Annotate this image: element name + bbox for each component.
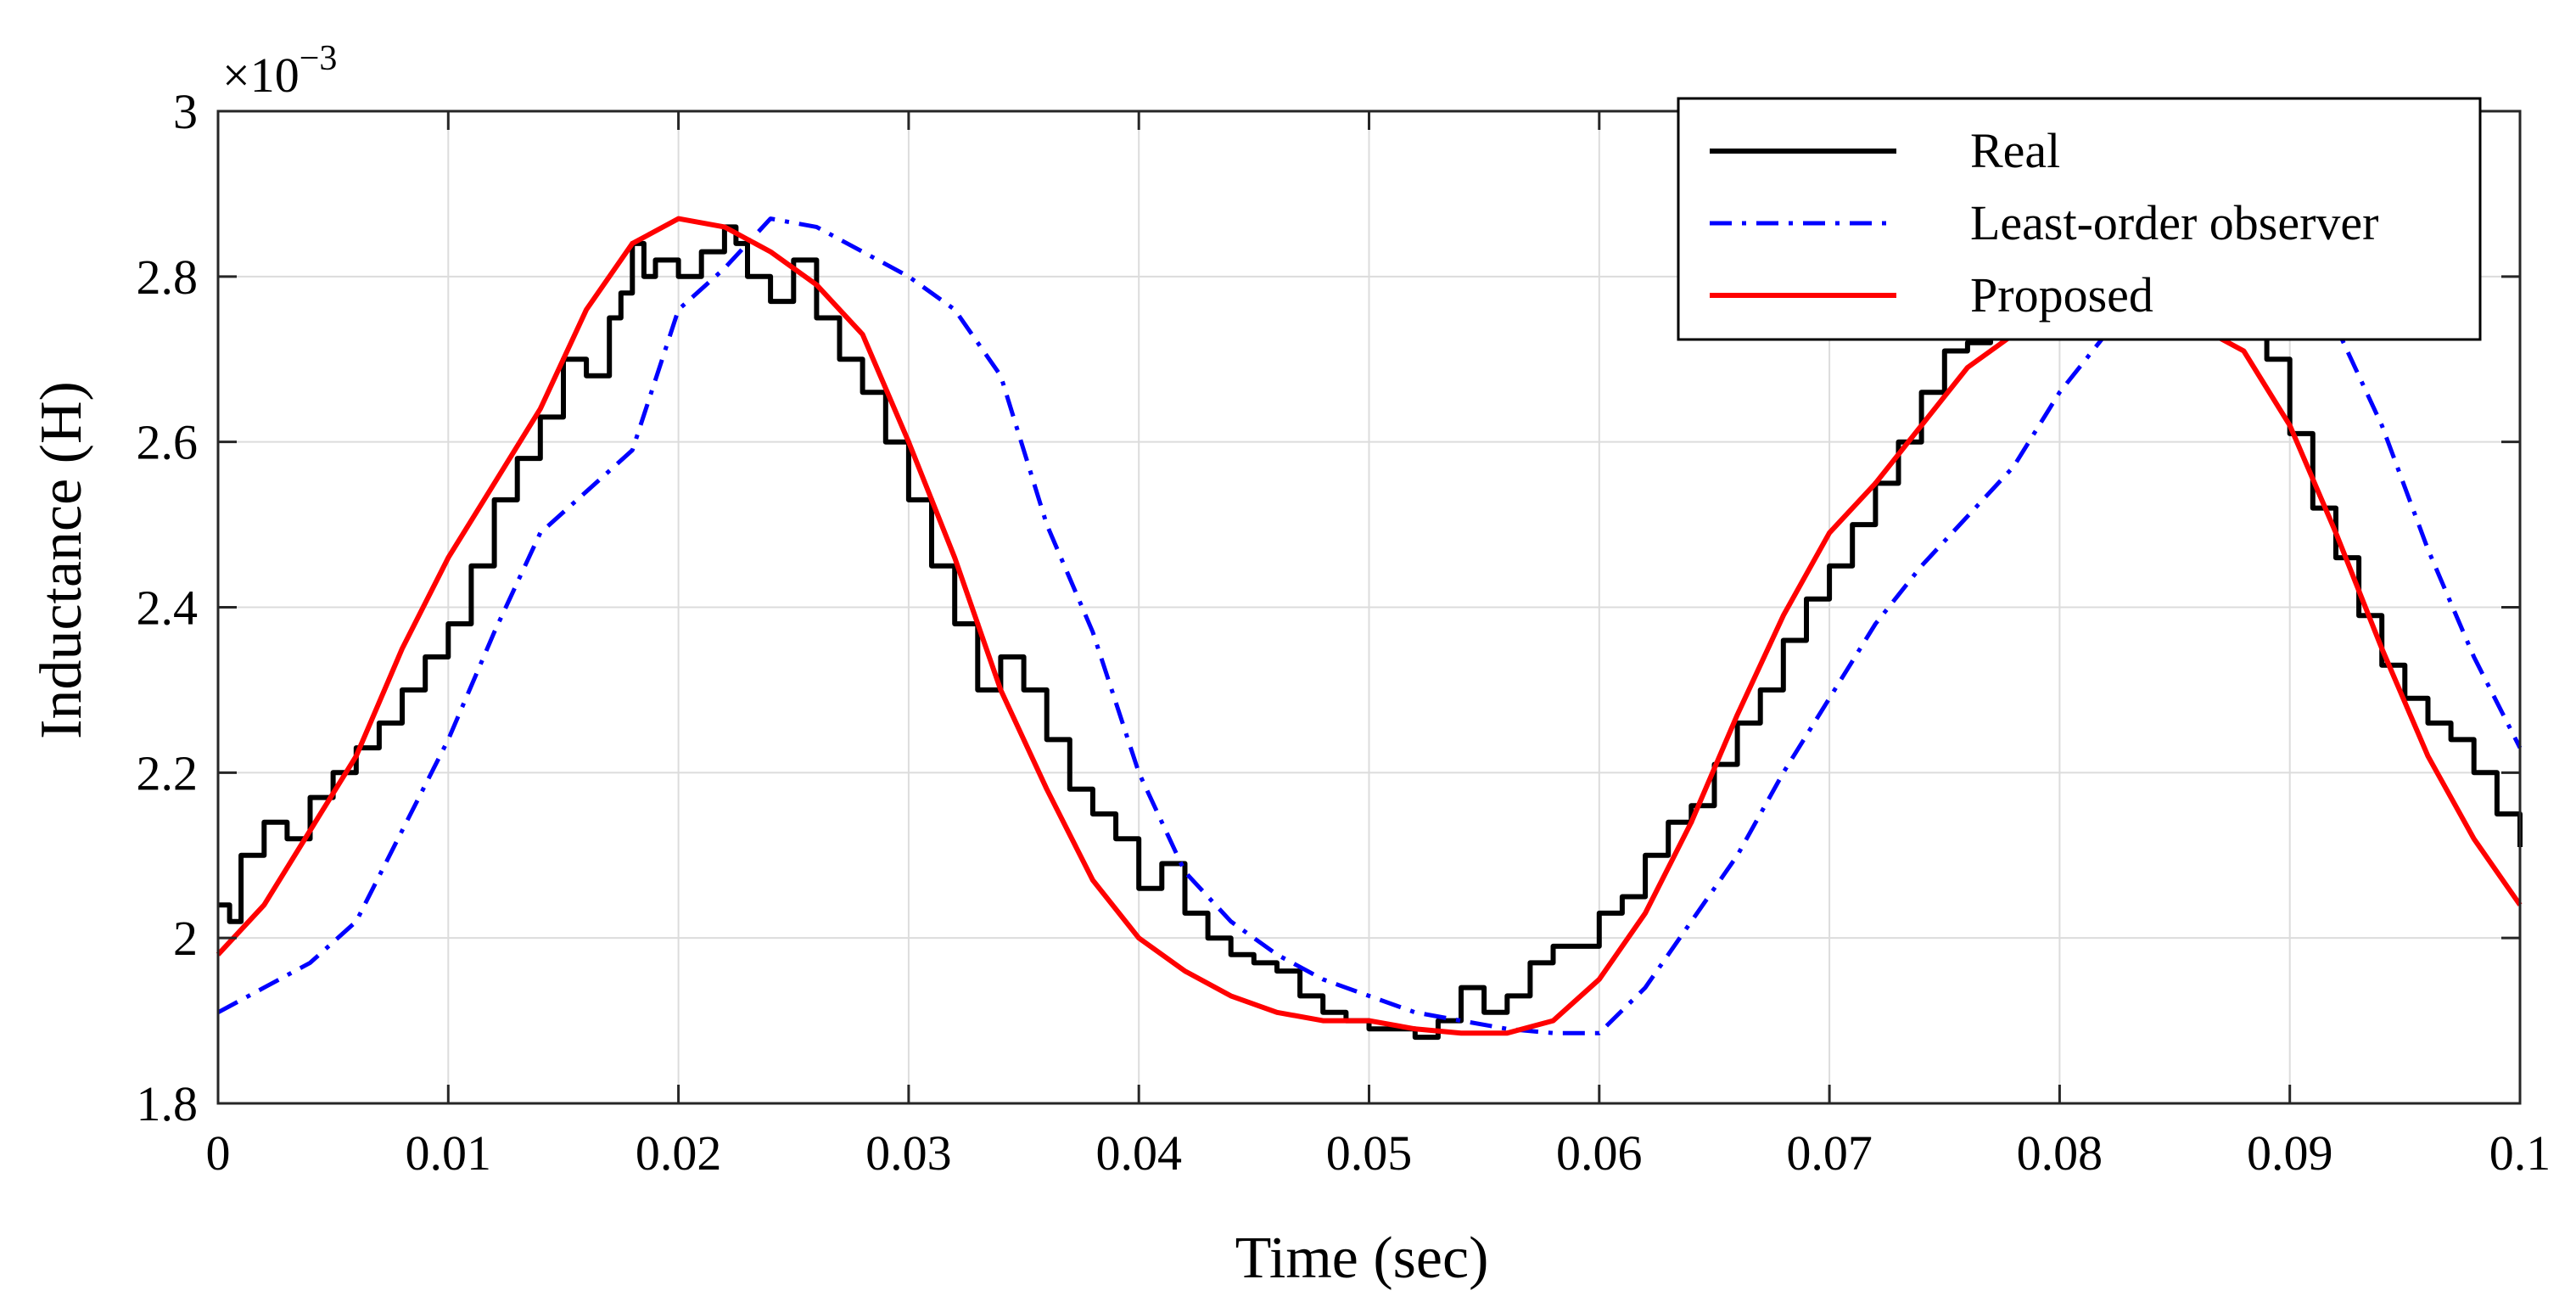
x-tick-label: 0.05: [1326, 1125, 1413, 1181]
legend-label-least-order-observer: Least-order observer: [1970, 195, 2378, 250]
y-tick-label: 2: [173, 911, 198, 966]
x-tick-label: 0.04: [1095, 1125, 1182, 1181]
y-tick-label: 2.4: [137, 581, 199, 636]
legend-label-real: Real: [1970, 123, 2060, 178]
legend-label-proposed: Proposed: [1970, 267, 2153, 323]
y-tick-label: 2.6: [137, 415, 199, 470]
x-tick-label: 0.06: [1556, 1125, 1643, 1181]
x-axis-title: Time (sec): [1235, 1226, 1489, 1291]
y-axis-title: Inductance (H): [29, 381, 94, 739]
x-tick-label: 0.07: [1786, 1125, 1873, 1181]
y-tick-label: 2.2: [137, 745, 199, 800]
x-tick-label: 0.03: [865, 1125, 952, 1181]
x-tick-label: 0: [206, 1125, 231, 1181]
x-tick-label: 0.09: [2247, 1125, 2333, 1181]
y-exponent-label: ×10−3: [222, 39, 337, 103]
legend-box: [1677, 97, 2482, 341]
y-tick-label: 2.8: [137, 250, 199, 305]
y-tick-label: 3: [173, 84, 198, 139]
x-tick-label: 0.02: [636, 1125, 722, 1181]
x-tick-label: 0.08: [2017, 1125, 2103, 1181]
axis-tick-labels: 0 0.01 0.02 0.03 0.04 0.05 0.06 0.07 0.08 0.09 0.1…: [137, 84, 2551, 1181]
x-tick-label: 0.1: [2489, 1125, 2551, 1181]
y-tick-label: 1.8: [137, 1076, 199, 1131]
x-tick-label: 0.01: [406, 1125, 492, 1181]
legend: Real Least-order observer Proposed: [1677, 97, 2482, 341]
